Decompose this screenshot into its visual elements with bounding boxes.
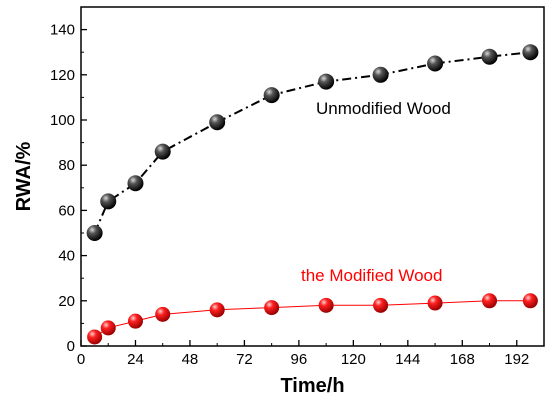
- data-point: [522, 293, 538, 309]
- x-axis-title: Time/h: [280, 375, 344, 397]
- y-tick-label: 0: [67, 338, 75, 355]
- data-point: [155, 306, 171, 322]
- y-tick-label: 20: [58, 293, 75, 310]
- data-point: [264, 300, 280, 316]
- y-axis: 0 20 40 60 80 100 120 140: [50, 22, 87, 355]
- data-point: [481, 48, 498, 65]
- x-tick-label: 120: [341, 351, 366, 368]
- data-point: [318, 73, 335, 90]
- data-point: [154, 143, 171, 160]
- series-label-modified-wood: the Modified Wood: [301, 266, 442, 285]
- data-point: [263, 87, 280, 104]
- y-axis-title: RWA/%: [13, 141, 35, 211]
- data-point: [209, 114, 226, 131]
- series-lines: [93, 51, 531, 338]
- y-tick-label: 140: [50, 22, 75, 39]
- data-point: [127, 175, 144, 192]
- x-tick-label: 24: [127, 351, 144, 368]
- data-point: [522, 44, 539, 61]
- data-point: [427, 295, 443, 311]
- data-point: [209, 302, 225, 318]
- x-tick-label: 72: [236, 351, 253, 368]
- data-point: [427, 55, 444, 72]
- series-label-unmodified-wood: Unmodified Wood: [316, 99, 451, 118]
- y-tick-label: 120: [50, 67, 75, 84]
- x-tick-label: 0: [77, 351, 85, 368]
- x-tick-label: 96: [291, 351, 308, 368]
- x-tick-label: 144: [395, 351, 420, 368]
- x-tick-label: 48: [182, 351, 199, 368]
- data-point: [372, 66, 389, 83]
- data-point: [87, 329, 103, 345]
- plot-frame: [80, 6, 545, 347]
- y-tick-label: 80: [58, 157, 75, 174]
- x-tick-label: 168: [450, 351, 475, 368]
- data-point: [127, 313, 143, 329]
- data-point: [100, 320, 116, 336]
- series-markers: [86, 44, 539, 345]
- y-tick-label: 60: [58, 202, 75, 219]
- series-line-0: [93, 51, 531, 234]
- data-point: [86, 225, 103, 241]
- data-point: [482, 293, 498, 309]
- x-tick-label: 192: [504, 351, 529, 368]
- y-tick-label: 100: [50, 112, 75, 129]
- y-tick-label: 40: [58, 248, 75, 265]
- data-point: [100, 193, 117, 210]
- data-point: [373, 297, 389, 313]
- data-point: [318, 297, 334, 313]
- x-axis: 0 24 48 72 96 120 144 168 192: [77, 340, 529, 368]
